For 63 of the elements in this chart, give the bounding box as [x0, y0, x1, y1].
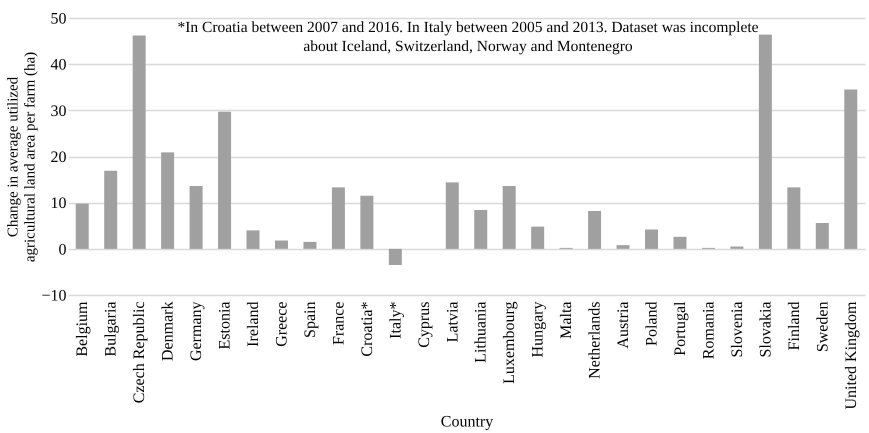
- annotation: *In Croatia between 2007 and 2016. In Italy between 2005 and 2013. Dataset was incomplete: [177, 19, 759, 36]
- x-tick-label: France: [330, 302, 348, 346]
- x-tick-label: Spain: [302, 302, 319, 338]
- x-tick-label: Estonia: [216, 302, 234, 350]
- bar: [360, 196, 374, 249]
- y-tick-label: −10: [41, 288, 66, 304]
- bar: [161, 152, 174, 249]
- x-tick-label: Croatia*: [358, 302, 376, 357]
- bar: [531, 226, 544, 249]
- bar: [844, 90, 858, 249]
- x-tick-label: Cyprus: [416, 302, 433, 348]
- bar: [104, 170, 118, 249]
- bar: [787, 187, 800, 249]
- y-tick-label: 0: [58, 241, 66, 258]
- x-tick-label: Slovenia: [728, 302, 746, 358]
- x-tick-label: Czech Republic: [131, 302, 148, 404]
- bar: [816, 222, 829, 249]
- x-tick-label: Slovakia: [757, 302, 774, 358]
- bar: [76, 204, 89, 249]
- bar: [588, 210, 602, 249]
- x-tick-label: Romania: [700, 302, 718, 360]
- bar: [132, 36, 146, 249]
- x-tick-label: Germany: [188, 302, 206, 362]
- bar: [303, 242, 316, 249]
- bar: [388, 248, 402, 265]
- x-tick-label: Denmark: [160, 302, 177, 362]
- x-tick-label: Italy*: [387, 302, 404, 339]
- x-tick-label: Netherlands: [586, 302, 604, 379]
- x-tick-label: Hungary: [530, 302, 547, 358]
- bar: [446, 182, 459, 249]
- x-tick-label: Poland: [644, 302, 661, 346]
- bar: [474, 210, 488, 249]
- x-tick-label: Belgium: [74, 300, 92, 357]
- bar: [190, 186, 203, 249]
- x-tick-label: Ireland: [245, 302, 262, 347]
- bar: [274, 240, 288, 249]
- x-tick-label: Portugal: [672, 300, 689, 356]
- bar: [218, 112, 232, 249]
- annotation: about Iceland, Switzerland, Norway and Montenegro: [303, 38, 633, 55]
- y-tick-label: 50: [50, 10, 66, 28]
- x-tick-label: Latvia: [444, 302, 462, 342]
- x-tick-label: Greece: [273, 302, 290, 347]
- y-tick-label: 30: [50, 102, 66, 120]
- bar: [616, 245, 630, 249]
- y-tick-label: 40: [50, 56, 66, 74]
- x-tick-label: Austria: [615, 302, 632, 349]
- x-tick-label: United Kingdom: [842, 300, 860, 410]
- bar: [673, 236, 686, 249]
- bar: [332, 187, 345, 249]
- y-tick-label: 10: [50, 195, 66, 212]
- x-tick-label: Finland: [786, 302, 803, 350]
- x-tick-label: Bulgaria: [102, 302, 120, 357]
- bar: [502, 186, 516, 249]
- y-tick-label: 20: [50, 149, 66, 166]
- x-tick-label: Lithuania: [472, 302, 490, 363]
- y-axis-title: Change in average utilized agricultural land area per farm (ha): [5, 52, 38, 262]
- bar: [645, 229, 658, 249]
- bar: [246, 230, 260, 249]
- x-axis-title: Country: [440, 413, 494, 430]
- x-tick-label: Malta: [558, 302, 576, 339]
- x-tick-label: Sweden: [814, 302, 832, 352]
- bar: [758, 34, 772, 249]
- x-tick-label: Luxembourg: [501, 302, 518, 384]
